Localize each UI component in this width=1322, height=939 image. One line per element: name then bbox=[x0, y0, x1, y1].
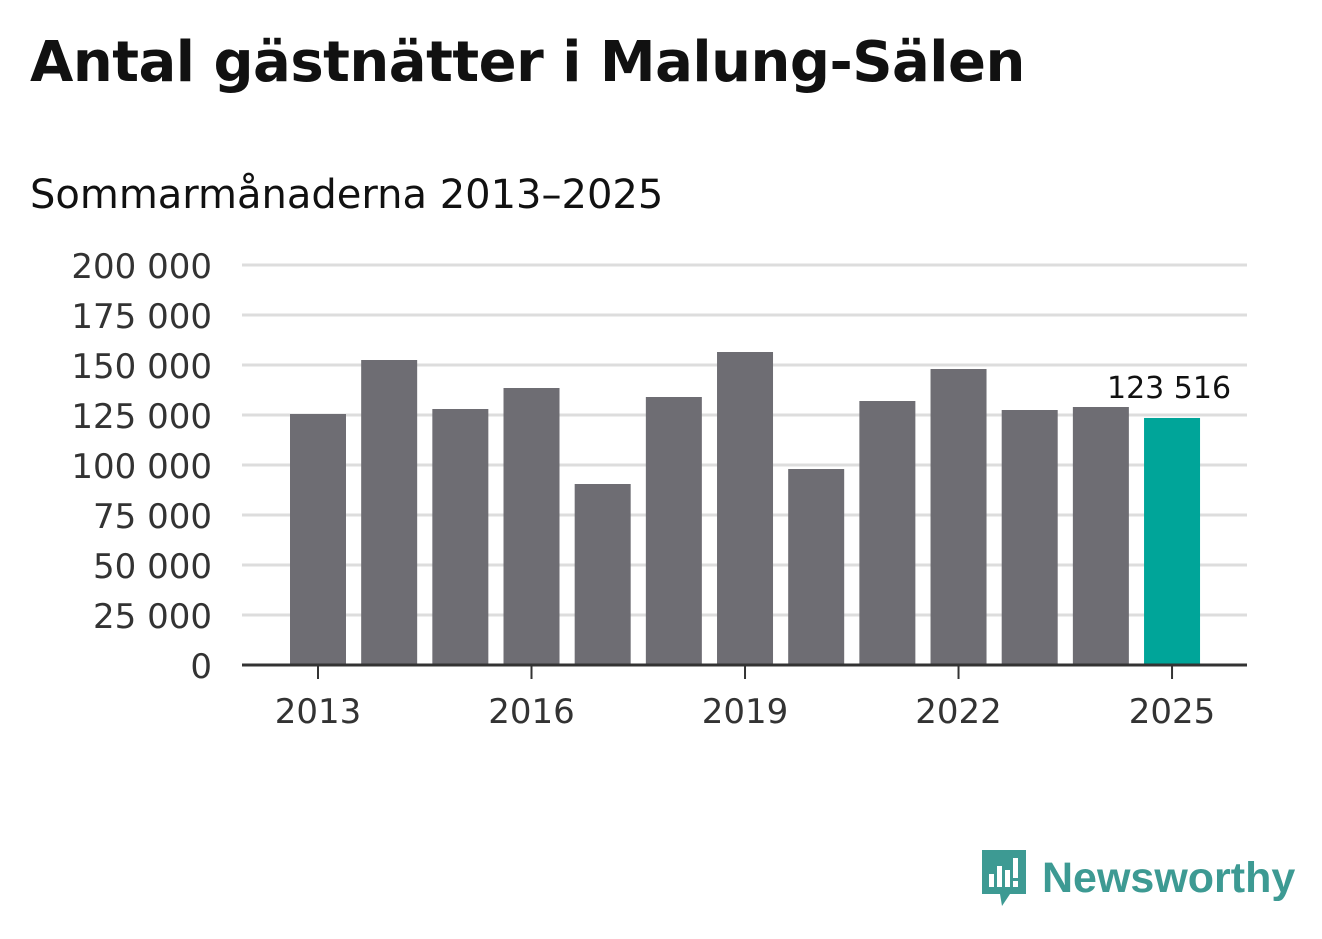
bar-2021 bbox=[859, 401, 916, 665]
x-tick-label: 2022 bbox=[915, 692, 1002, 732]
y-tick-label: 0 bbox=[190, 647, 212, 687]
x-tick-label: 2013 bbox=[275, 692, 362, 732]
bar-2013 bbox=[290, 414, 346, 665]
bar-2025 bbox=[1144, 417, 1201, 665]
newsworthy-logo-icon bbox=[982, 850, 1026, 906]
bar-2016 bbox=[503, 388, 560, 665]
y-tick-label: 100 000 bbox=[71, 447, 212, 487]
y-tick-label: 50 000 bbox=[93, 547, 212, 587]
bar-2018 bbox=[645, 397, 702, 665]
newsworthy-logo-text: Newsworthy bbox=[1042, 853, 1296, 902]
y-tick-label: 200 000 bbox=[71, 247, 212, 287]
annotations: 123 516 bbox=[1107, 371, 1231, 406]
y-tick-label: 25 000 bbox=[93, 597, 212, 637]
bar-2014 bbox=[361, 360, 418, 665]
y-tick-label: 125 000 bbox=[71, 397, 212, 437]
data-label-2025: 123 516 bbox=[1107, 371, 1231, 406]
y-tick-label: 175 000 bbox=[71, 297, 212, 337]
chart-title: Antal gästnätter i Malung-Sälen bbox=[30, 30, 1025, 95]
y-tick-label: 75 000 bbox=[93, 497, 212, 537]
x-tick-label: 2025 bbox=[1129, 692, 1216, 732]
x-axis-ticks: 2013 2016 2019 2022 2025 bbox=[275, 665, 1216, 732]
x-tick-label: 2019 bbox=[702, 692, 789, 732]
y-tick-label: 150 000 bbox=[71, 347, 212, 387]
newsworthy-logo: Newsworthy bbox=[980, 848, 1295, 908]
bar-2019 bbox=[717, 352, 774, 665]
bar-2020 bbox=[788, 469, 845, 665]
bar-2017 bbox=[574, 484, 631, 665]
bar-2024 bbox=[1072, 407, 1129, 665]
bar-2015 bbox=[432, 409, 489, 665]
chart-subtitle: Sommarmånaderna 2013–2025 bbox=[30, 172, 664, 218]
bar-2023 bbox=[1001, 410, 1058, 665]
x-tick-label: 2016 bbox=[488, 692, 575, 732]
bar-2022 bbox=[930, 369, 987, 665]
y-axis-tick-labels: 0 25 000 50 000 75 000 100 000 125 000 150 000… bbox=[71, 247, 212, 687]
bars bbox=[290, 352, 1201, 665]
